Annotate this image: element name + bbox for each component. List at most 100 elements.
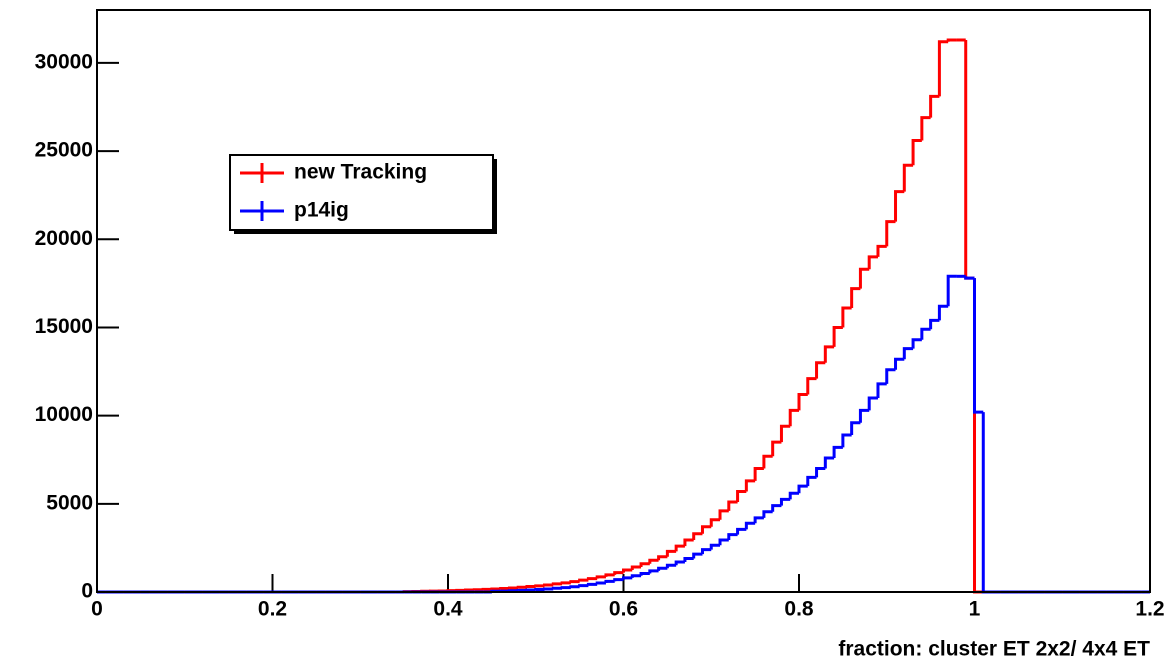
histogram-step [762,454,773,469]
histogram-step [894,357,905,370]
histogram-step [569,580,580,584]
y-tick-label: 0 [81,580,93,603]
histogram-step [595,581,606,585]
histogram-step [779,497,791,506]
histogram-step [683,556,694,563]
histogram-step [753,467,764,481]
histogram-step [586,582,598,586]
histogram-step [543,587,554,591]
histogram-step [876,382,887,398]
histogram-step [692,552,703,559]
histogram-step [920,116,931,141]
histogram-step [946,38,957,42]
y-tick-label: 10000 [35,403,93,426]
x-tick-label: 1.2 [1135,598,1164,621]
histogram-step [560,581,571,585]
histogram-step [753,516,764,524]
histogram-step [516,585,527,589]
histogram-step [797,484,808,494]
histogram-step [806,377,817,395]
plot-frame [96,9,1151,593]
y-tick-label: 20000 [35,227,93,250]
histogram-step [902,163,914,192]
x-tick-label: 0.6 [609,598,638,621]
histogram-step [815,361,826,379]
histogram-step [630,574,642,578]
histogram-step [604,579,615,584]
legend-label: p14ig [294,199,349,222]
histogram-step [613,578,624,582]
histogram-step [832,445,843,458]
histogram-step [622,568,633,573]
histogram-step [858,408,870,423]
histogram-step [674,544,685,552]
histogram-step [613,571,624,575]
histogram-step [534,584,545,588]
histogram-step [709,518,721,527]
histogram-step [727,533,738,540]
histogram-step [622,576,633,580]
histogram-step [639,571,650,576]
histogram-step [876,244,887,257]
histogram-step [937,304,949,321]
histogram-step [507,586,519,590]
histogram-step [700,525,712,534]
histogram-step [867,396,878,411]
histogram-step [665,549,677,557]
histogram-step [850,287,861,309]
histogram-step [788,408,799,427]
histogram-step [885,220,896,247]
histogram-step [797,392,808,411]
x-axis-label: fraction: cluster ET 2x2/ 4x4 ET [838,638,1150,661]
histogram-step [823,456,835,469]
histogram-step [718,509,729,520]
histogram-step [771,440,782,457]
histogram-step [744,521,756,530]
histogram-step [929,94,940,118]
histogram-step [762,510,773,518]
histogram-step [964,39,975,280]
histogram-step [788,491,799,500]
histogram-step [586,577,598,581]
x-tick-label: 0.8 [784,598,814,621]
histogram-step [736,527,747,535]
legend-label: new Tracking [294,161,427,184]
histogram-step [578,584,589,588]
histogram-step [648,569,659,574]
histogram-step [937,40,949,97]
histogram-step [578,578,589,582]
histogram-step [946,274,957,307]
histogram-step [894,190,905,222]
histogram-step [718,538,729,546]
y-tick-label: 15000 [35,315,93,338]
histogram-step [560,586,571,590]
histogram-step [657,555,668,561]
histogram-step [534,588,545,592]
histogram-step [929,318,940,330]
histogram-step [648,558,659,564]
histogram-step [911,338,922,349]
histogram-step [639,562,650,567]
y-tick-label: 25000 [35,139,93,162]
histogram-step [683,538,694,547]
histogram-step [964,276,975,280]
histogram-step [727,500,738,511]
histogram-step [779,424,791,443]
y-tick-label: 30000 [35,50,93,73]
histogram-step [806,475,817,487]
histogram-step [973,278,984,414]
histogram-step [709,543,721,550]
histogram-step [692,532,703,540]
histogram-step [700,548,712,555]
histogram-step [832,325,843,347]
histogram-step [543,583,554,587]
x-tick-label: 1 [969,598,981,621]
histogram-step [867,255,878,270]
histogram-step [823,345,835,363]
histogram-step [630,565,642,570]
histogram-step [736,489,747,503]
histogram-step [841,306,852,328]
histogram-step [595,575,606,579]
histogram-step [674,560,685,566]
